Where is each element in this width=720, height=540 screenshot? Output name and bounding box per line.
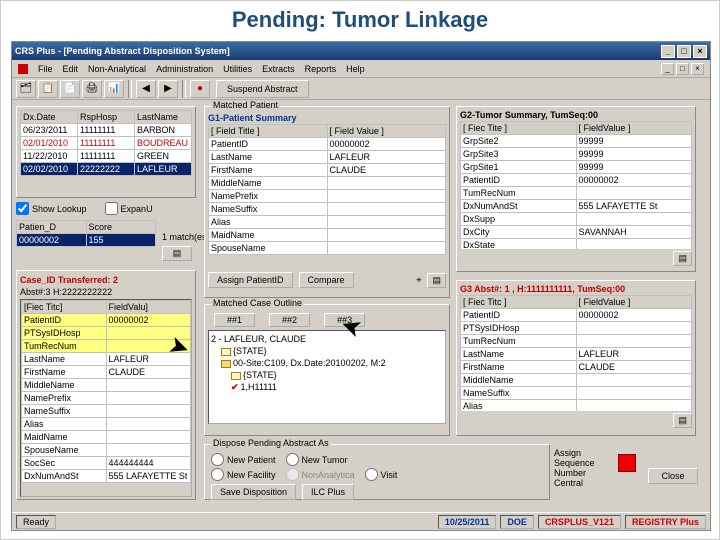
menu-extracts[interactable]: Extracts bbox=[262, 64, 295, 74]
match-next-button[interactable]: ▤ bbox=[162, 246, 192, 261]
g3-grid[interactable]: [ Fiec Titc ][ FieldValue ]PatientID0000… bbox=[460, 295, 692, 411]
client-area: Dx.DateRspHospLastName06/23/201111111111… bbox=[12, 100, 710, 512]
tool-icon-1[interactable]: 🗂 bbox=[16, 80, 36, 98]
tool-icon-2[interactable]: 📋 bbox=[38, 80, 58, 98]
app-window: CRS Plus - [Pending Abstract Disposition… bbox=[11, 41, 711, 531]
outline-label: Matched Case Outline bbox=[211, 298, 304, 308]
opt-visit[interactable]: Visit bbox=[365, 468, 398, 481]
opt-new-tumor[interactable]: New Tumor bbox=[286, 453, 348, 466]
mdi-close-icon[interactable]: × bbox=[691, 63, 704, 75]
matched-patient-label: Matched Patient bbox=[211, 100, 280, 110]
outline-tree[interactable]: 2 - LAFLEUR, CLAUDE{STATE}00-Site:C109, … bbox=[208, 330, 446, 424]
assign-seq-label: Assign Sequence Number Central bbox=[554, 448, 614, 488]
menu-help[interactable]: Help bbox=[346, 64, 365, 74]
assign-seq-indicator bbox=[618, 454, 636, 472]
g2-grid[interactable]: [ Fiec Tite ][ FieldValue ]GrpSite299999… bbox=[460, 121, 692, 249]
menu-reports[interactable]: Reports bbox=[305, 64, 337, 74]
opt-new-facility[interactable]: New Facility bbox=[211, 468, 276, 481]
case-title: Case_ID Transferred: 2 bbox=[20, 275, 192, 285]
tool-icon-5[interactable]: 📊 bbox=[104, 80, 124, 98]
save-disposition-button[interactable]: Save Disposition bbox=[211, 484, 296, 500]
menu-file[interactable]: File bbox=[38, 64, 53, 74]
status-ready: Ready bbox=[16, 515, 56, 529]
toolbar: 🗂 📋 📄 🖨 📊 ◀ ▶ ● Suspend Abstract bbox=[12, 78, 710, 100]
opt-nonanalytical: NonAnalytica bbox=[286, 468, 355, 481]
g2-title: G2-Tumor Summary, TumSeq:00 bbox=[460, 110, 692, 120]
g3-nav-button[interactable]: ▤ bbox=[673, 413, 692, 428]
menu-admin[interactable]: Administration bbox=[156, 64, 213, 74]
statusbar: Ready 10/25/2011 DOE CRSPLUS_V121 REGIST… bbox=[12, 512, 710, 530]
close-button[interactable]: Close bbox=[648, 468, 698, 484]
g1-grid[interactable]: [ Field Title ][ Field Value ]PatientID0… bbox=[208, 124, 446, 255]
g2-nav-button[interactable]: ▤ bbox=[673, 251, 692, 266]
status-version: CRSPLUS_V121 bbox=[538, 515, 621, 529]
expand-check[interactable]: ExpanU bbox=[105, 202, 153, 215]
match-count: 1 match(es) bbox=[162, 232, 210, 242]
pending-abstracts-grid[interactable]: Dx.DateRspHospLastName06/23/201111111111… bbox=[20, 110, 192, 176]
tool-print-icon[interactable]: 🖨 bbox=[82, 80, 102, 98]
menu-utilities[interactable]: Utilities bbox=[223, 64, 252, 74]
status-date: 10/25/2011 bbox=[438, 515, 497, 529]
status-registry: REGISTRY Plus bbox=[625, 515, 706, 529]
slide-title: Pending: Tumor Linkage bbox=[1, 1, 719, 35]
outline-tab-2[interactable]: ##2 bbox=[269, 313, 310, 327]
menu-edit[interactable]: Edit bbox=[63, 64, 79, 74]
match-grid[interactable]: Patien_DScore00000002155 bbox=[16, 220, 156, 247]
outline-tab-1[interactable]: ##1 bbox=[214, 313, 255, 327]
opt-new-patient[interactable]: New Patient bbox=[211, 453, 276, 466]
dispose-label: Dispose Pending Abstract As bbox=[211, 438, 331, 448]
g1-title: G1-Patient Summary bbox=[208, 113, 446, 123]
titlebar: CRS Plus - [Pending Abstract Disposition… bbox=[12, 42, 710, 60]
window-title: CRS Plus - [Pending Abstract Disposition… bbox=[15, 46, 230, 56]
app-icon bbox=[18, 64, 28, 74]
tool-prev-icon[interactable]: ◀ bbox=[136, 80, 156, 98]
g1-nav-button[interactable]: ▤ bbox=[427, 273, 446, 288]
case-grid[interactable]: [Fiec Titc]FieldValu]PatientID00000002PT… bbox=[21, 300, 191, 483]
ilcplus-button[interactable]: ILC Plus bbox=[302, 484, 354, 500]
abst-label: Abst#:3 H:2222222222 bbox=[20, 287, 192, 297]
tool-icon-3[interactable]: 📄 bbox=[60, 80, 80, 98]
close-icon[interactable]: × bbox=[693, 45, 707, 58]
tool-red-icon[interactable]: ● bbox=[190, 80, 210, 98]
mdi-min-icon[interactable]: _ bbox=[661, 63, 674, 75]
menu-nonanalytical[interactable]: Non-Analytical bbox=[88, 64, 146, 74]
show-lookup-check[interactable]: Show Lookup bbox=[16, 202, 87, 215]
tool-next-icon[interactable]: ▶ bbox=[158, 80, 178, 98]
menubar: File Edit Non-Analytical Administration … bbox=[12, 60, 710, 78]
compare-button[interactable]: Compare bbox=[299, 272, 354, 288]
suspend-button[interactable]: Suspend Abstract bbox=[216, 80, 309, 98]
assign-patientid-button[interactable]: Assign PatientID bbox=[208, 272, 293, 288]
mdi-max-icon[interactable]: □ bbox=[676, 63, 689, 75]
maximize-icon[interactable]: □ bbox=[677, 45, 691, 58]
g3-title: G3 Abst#: 1 , H:1111111111, TumSeq:00 bbox=[460, 284, 692, 294]
status-user: DOE bbox=[500, 515, 534, 529]
outline-tab-3[interactable]: ##3 bbox=[324, 313, 365, 327]
minimize-icon[interactable]: _ bbox=[661, 45, 675, 58]
